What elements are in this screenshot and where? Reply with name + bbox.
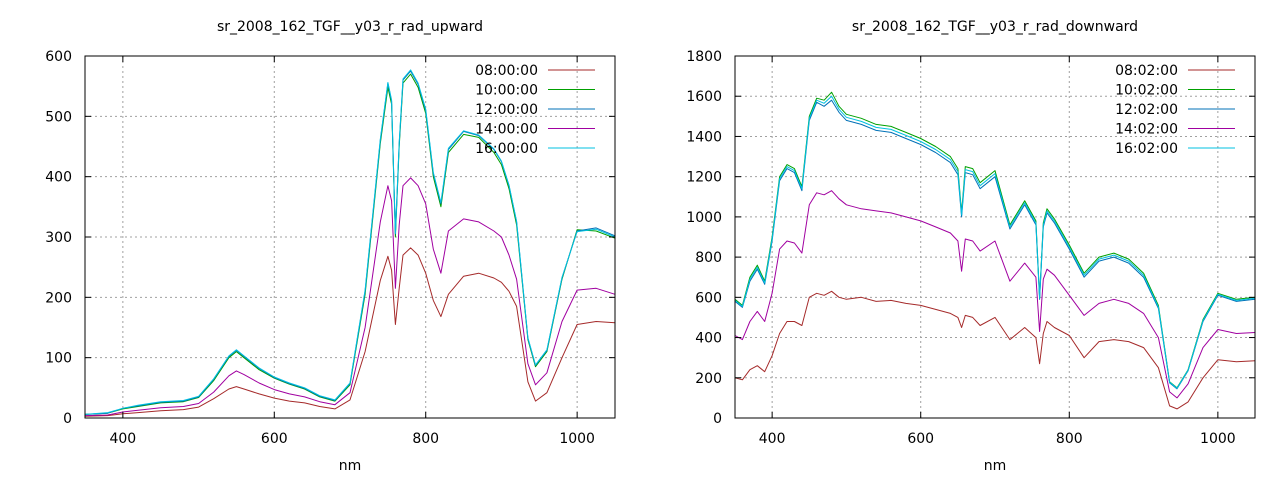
series-line-16-00-00 <box>84 69 616 415</box>
y-tick-label: 100 <box>45 351 72 367</box>
x-tick-label: 800 <box>1056 431 1083 447</box>
series-line-16-02-00 <box>734 95 1256 389</box>
x-tick-label: 600 <box>261 431 288 447</box>
y-tick-label: 500 <box>45 109 72 125</box>
legend-label: 10:00:00 <box>475 83 538 99</box>
series-line-08-00-00 <box>84 247 616 417</box>
y-tick-label: 600 <box>45 49 72 65</box>
legend-label: 16:02:00 <box>1115 141 1178 157</box>
y-tick-label: 1600 <box>686 89 722 105</box>
x-tick-label: 400 <box>759 431 786 447</box>
series-line-14-02-00 <box>734 190 1256 399</box>
x-axis-label: nm <box>339 458 362 474</box>
chart-title: sr_2008_162_TGF__y03_r_rad_downward <box>852 19 1138 35</box>
legend-label: 12:00:00 <box>475 102 538 118</box>
chart-title: sr_2008_162_TGF__y03_r_rad_upward <box>217 19 483 35</box>
legend-label: 16:00:00 <box>475 141 538 157</box>
plot-frame <box>734 55 1256 419</box>
y-tick-label: 1800 <box>686 49 722 65</box>
y-tick-label: 1200 <box>686 170 722 186</box>
legend-label: 10:02:00 <box>1115 83 1178 99</box>
legend-label: 08:02:00 <box>1115 63 1178 79</box>
y-tick-label: 800 <box>695 250 722 266</box>
y-tick-label: 400 <box>45 170 72 186</box>
x-tick-label: 400 <box>109 431 136 447</box>
y-tick-label: 0 <box>713 411 722 427</box>
y-tick-label: 200 <box>695 371 722 387</box>
legend-label: 12:02:00 <box>1115 102 1178 118</box>
x-tick-label: 1000 <box>1200 431 1236 447</box>
legend-label: 14:00:00 <box>475 122 538 138</box>
y-tick-label: 400 <box>695 331 722 347</box>
x-tick-label: 800 <box>412 431 439 447</box>
y-tick-label: 600 <box>695 290 722 306</box>
series-line-08-02-00 <box>734 290 1256 410</box>
y-tick-label: 0 <box>63 411 72 427</box>
legend-label: 14:02:00 <box>1115 122 1178 138</box>
y-tick-label: 200 <box>45 290 72 306</box>
x-axis-label: nm <box>984 458 1007 474</box>
series-line-14-00-00 <box>84 177 616 417</box>
y-tick-label: 1400 <box>686 129 722 145</box>
x-tick-label: 600 <box>907 431 934 447</box>
y-tick-label: 300 <box>45 230 72 246</box>
legend-label: 08:00:00 <box>475 63 538 79</box>
y-tick-label: 1000 <box>686 210 722 226</box>
x-tick-label: 1000 <box>559 431 595 447</box>
